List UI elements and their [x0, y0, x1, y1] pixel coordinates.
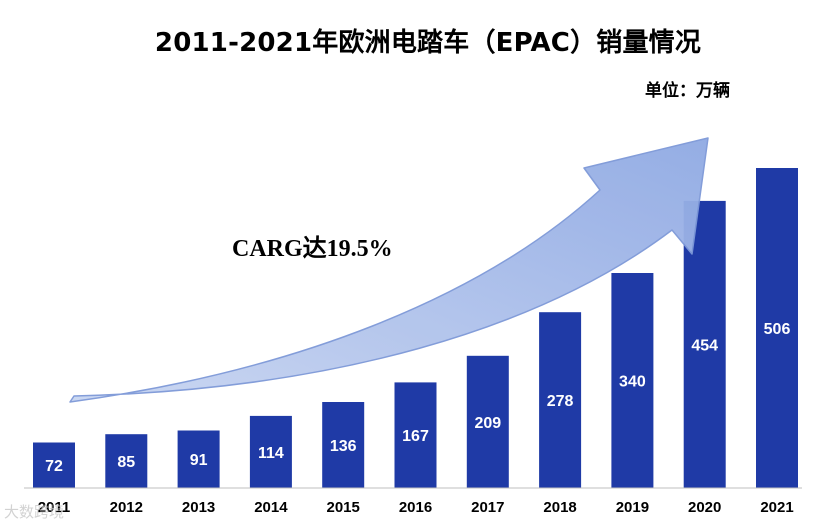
bar-2021 [756, 168, 798, 488]
chart-title: 2011-2021年欧洲电踏车（EPAC）销量情况 [154, 28, 702, 58]
bar-value-label-2014: 114 [258, 445, 284, 462]
x-axis-ticks: 2011 2012 2013 2014 2015 2016 2017 2018 2019 2020… [38, 499, 794, 516]
bar-2011 [33, 442, 75, 488]
x-tick-label-2017: 2017 [471, 499, 504, 516]
cagr-annotation: CARG达19.5% [232, 236, 393, 262]
bar-value-label-2013: 91 [190, 452, 208, 469]
bar-value-label-2020: 454 [691, 337, 718, 354]
x-tick-label-2014: 2014 [254, 499, 288, 516]
bar-value-label-2017: 209 [474, 415, 501, 432]
x-tick-label-2021: 2021 [760, 499, 793, 516]
bar-2013 [177, 430, 220, 488]
bar-2012 [105, 434, 148, 488]
bar-2019 [611, 273, 654, 488]
x-tick-label-2013: 2013 [182, 499, 215, 516]
bar-2016 [394, 382, 437, 488]
growth-trend-arrow [69, 137, 709, 403]
x-tick-label-2011: 2011 [38, 499, 71, 516]
bar-2018 [539, 312, 582, 488]
chart-unit-label: 单位：万辆 [645, 81, 730, 101]
bar-2015 [322, 402, 365, 488]
bar-value-label-2019: 340 [619, 374, 646, 391]
x-tick-label-2012: 2012 [110, 499, 143, 516]
bar-value-label-2012: 85 [117, 454, 135, 471]
bar-value-label-2018: 278 [547, 393, 574, 410]
bar-value-label-2021: 506 [764, 321, 791, 338]
bar-2017 [466, 355, 509, 488]
x-tick-label-2018: 2018 [543, 499, 576, 516]
watermark: 大数跨境 [4, 503, 65, 521]
bar-2014 [249, 415, 292, 488]
bar-value-label-2011: 72 [45, 458, 63, 475]
x-tick-label-2015: 2015 [327, 499, 360, 516]
x-tick-label-2016: 2016 [399, 499, 432, 516]
x-tick-label-2020: 2020 [688, 499, 721, 516]
x-tick-label-2019: 2019 [616, 499, 649, 516]
bar-value-label-2015: 136 [330, 438, 357, 455]
bar-value-label-2016: 167 [402, 428, 429, 445]
